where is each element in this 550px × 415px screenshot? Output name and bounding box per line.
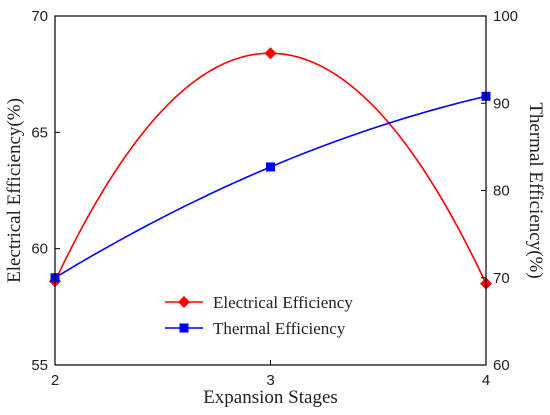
left-y-tick-label: 60 <box>31 241 48 258</box>
data-point-diamond <box>264 47 277 60</box>
legend-item: Thermal Efficiency <box>165 319 346 338</box>
series-thermal-efficiency <box>50 91 491 283</box>
series-line <box>54 95 487 279</box>
x-tick-label: 3 <box>266 372 274 389</box>
right-y-tick-label: 70 <box>493 270 510 287</box>
left-y-tick-label: 55 <box>31 357 48 374</box>
right-y-tick-label: 60 <box>493 357 510 374</box>
right-y-tick-label: 90 <box>493 95 510 112</box>
legend: Electrical Efficiency Thermal Efficiency <box>165 293 353 338</box>
left-y-tick-label: 65 <box>31 124 48 141</box>
x-tick-label: 4 <box>482 372 490 389</box>
data-point-square <box>266 162 275 172</box>
left-y-tick-label: 70 <box>31 8 48 25</box>
right-y-axis-title: Thermal Efficiency(%) <box>525 102 546 278</box>
legend-label: Thermal Efficiency <box>213 319 346 338</box>
left-y-axis-title: Electrical Efficiency(%) <box>4 98 25 283</box>
legend-item: Electrical Efficiency <box>165 293 353 312</box>
series-layer <box>49 47 492 290</box>
legend-label: Electrical Efficiency <box>213 293 353 312</box>
x-axis-title: Expansion Stages <box>203 387 338 408</box>
legend-marker-diamond <box>178 296 190 308</box>
right-y-tick-label: 100 <box>493 8 518 25</box>
axis-layer: 2 3 4 55 60 65 70 60 70 80 90 100 <box>31 8 518 389</box>
x-tick-label: 2 <box>51 372 59 389</box>
legend-marker-square <box>179 323 189 333</box>
plot-frame <box>54 15 487 366</box>
right-y-tick-label: 80 <box>493 183 510 200</box>
